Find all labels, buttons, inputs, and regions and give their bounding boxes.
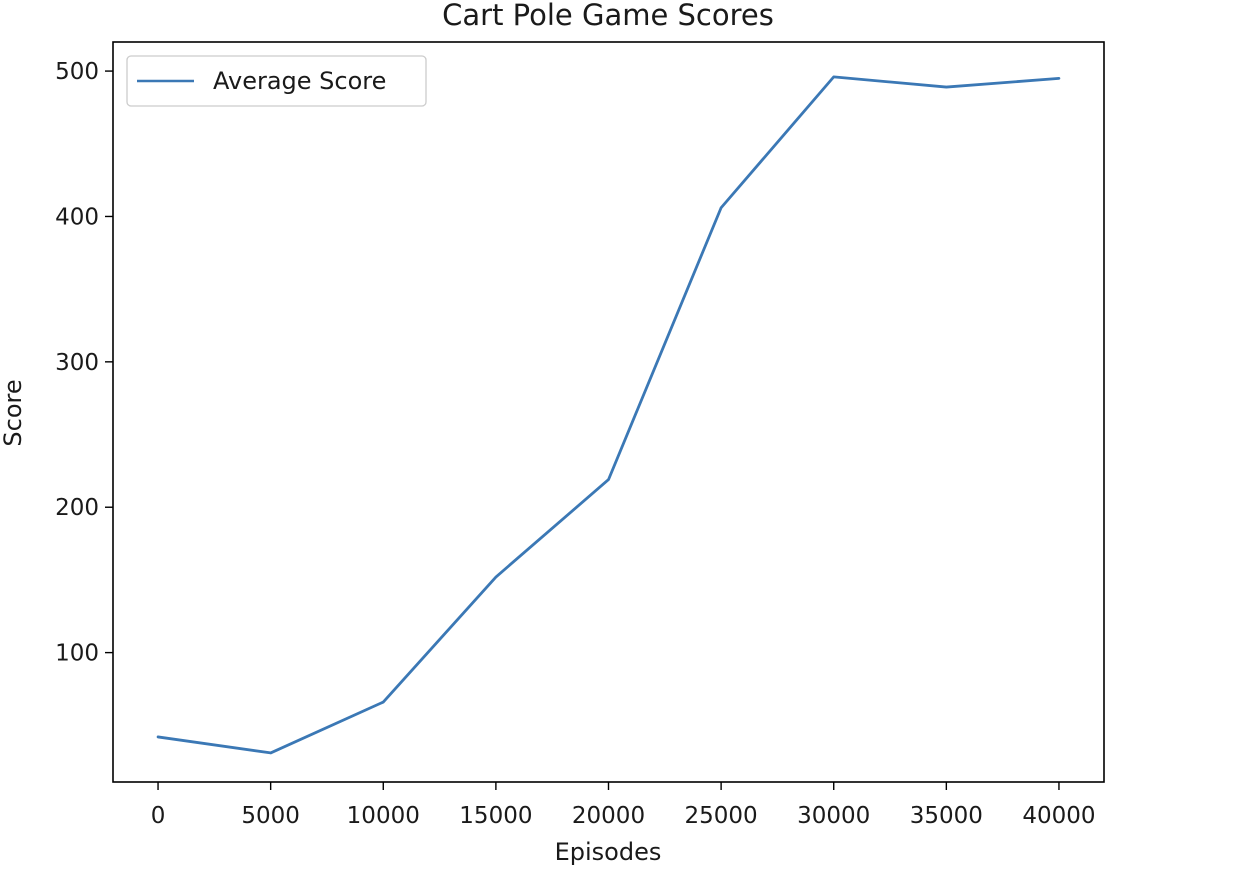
x-tick-label: 40000 <box>1022 803 1095 829</box>
y-tick-label: 200 <box>55 495 99 521</box>
legend: Average Score <box>126 55 427 107</box>
x-tick-label: 25000 <box>685 803 758 829</box>
x-tick-label: 5000 <box>241 803 300 829</box>
legend-box <box>126 55 427 107</box>
y-tick-label: 400 <box>55 204 99 230</box>
chart-title: Cart Pole Game Scores <box>442 0 774 32</box>
y-axis-label: Score <box>0 379 27 446</box>
x-tick-label: 35000 <box>910 803 983 829</box>
plot-frame <box>112 41 1105 783</box>
x-tick-label: 20000 <box>572 803 645 829</box>
y-tick-label: 500 <box>55 59 99 85</box>
x-tick-label: 0 <box>151 803 166 829</box>
x-tick-label: 10000 <box>347 803 420 829</box>
series-layer <box>156 75 1061 755</box>
legend-label: Average Score <box>213 67 386 95</box>
x-axis-label: Episodes <box>555 838 662 866</box>
y-tick-label: 100 <box>55 641 99 667</box>
y-tick-label: 300 <box>55 350 99 376</box>
x-axis: 0 5000 10000 15000 20000 25000 30000 35000 40000 <box>151 782 1096 829</box>
x-tick-label: 30000 <box>797 803 870 829</box>
series-line-average-score <box>156 75 1061 755</box>
y-axis: 100 200 300 400 500 <box>55 59 113 667</box>
x-tick-label: 15000 <box>459 803 532 829</box>
